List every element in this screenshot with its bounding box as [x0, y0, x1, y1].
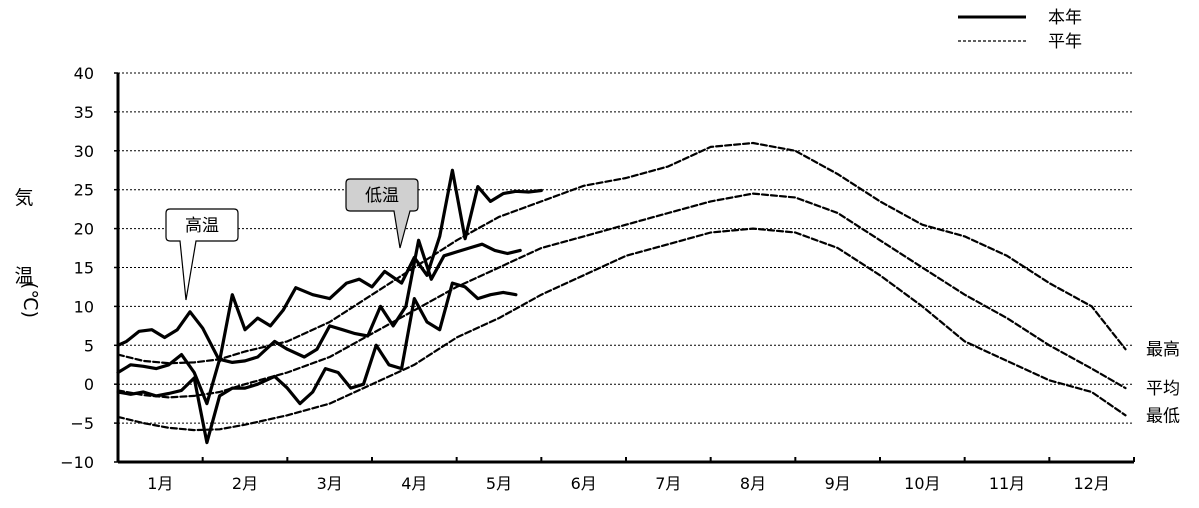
y-tick-label-2: 30	[74, 142, 94, 161]
y-tick-label-8: 0	[84, 375, 94, 394]
legend: 本年 平年	[958, 8, 1082, 52]
y-axis-label-part-2: 温	[14, 265, 33, 287]
callout-high-text: 高温	[185, 216, 219, 236]
series-label-最低: 最低	[1146, 406, 1180, 426]
y-axis-label: 気 温 (℃)	[14, 187, 41, 318]
series-line-平年-平均	[116, 192, 1127, 399]
x-tick-label-2: 3月	[317, 474, 343, 493]
x-tick-label-10: 11月	[989, 474, 1025, 493]
x-tick-label-3: 4月	[401, 474, 427, 493]
y-axis-label-part-3: (℃)	[19, 282, 41, 318]
series-line-本年-最低	[116, 281, 518, 445]
y-axis-label-part-1: 気	[14, 187, 33, 209]
grid	[118, 72, 1134, 424]
x-tick-label-11: 12月	[1073, 474, 1109, 493]
callout-low-text: 低温	[365, 186, 399, 206]
y-tick-label-5: 15	[74, 259, 94, 278]
x-tick-label-1: 2月	[232, 474, 258, 493]
x-tick-label-8: 9月	[825, 474, 851, 493]
y-tick-label-10: −10	[60, 453, 94, 472]
series-label-平均: 平均	[1146, 379, 1180, 399]
x-tick-label-4: 5月	[486, 474, 512, 493]
callout-high: 高温	[165, 208, 239, 301]
y-tick-label-7: 5	[84, 336, 94, 355]
y-tick-label-6: 10	[74, 297, 94, 316]
callout-low: 低温	[345, 178, 419, 249]
series-line-本年-平均	[116, 238, 522, 406]
callout-low-shape	[345, 178, 419, 249]
series-line-平年-最高	[116, 141, 1127, 365]
x-tick-label-6: 7月	[655, 474, 681, 493]
x-tick-label-5: 6月	[571, 474, 597, 493]
x-tick-label-0: 1月	[147, 474, 173, 493]
series-line-本年-最高	[116, 168, 543, 363]
x-axis: 1月 2月 3月 4月 5月 6月 7月 8月 9月 10月 11月 12月	[116, 73, 1135, 493]
y-axis-ticks: 40 35 30 25 20 15 10 5 0 −5 −10	[60, 64, 118, 472]
series-group	[116, 141, 1127, 445]
callout-high-shape	[165, 208, 239, 301]
y-tick-label-0: 40	[74, 64, 94, 83]
series-line-平年-最低	[116, 227, 1127, 432]
y-tick-label-1: 35	[74, 103, 94, 122]
series-label-最高: 最高	[1146, 340, 1180, 360]
legend-label-solid: 本年	[1048, 8, 1082, 28]
legend-label-dashed: 平年	[1048, 32, 1082, 52]
x-tick-label-9: 10月	[904, 474, 940, 493]
x-tick-label-7: 8月	[740, 474, 766, 493]
y-tick-label-4: 20	[74, 220, 94, 239]
y-tick-label-9: −5	[70, 414, 94, 433]
y-tick-label-3: 25	[74, 181, 94, 200]
